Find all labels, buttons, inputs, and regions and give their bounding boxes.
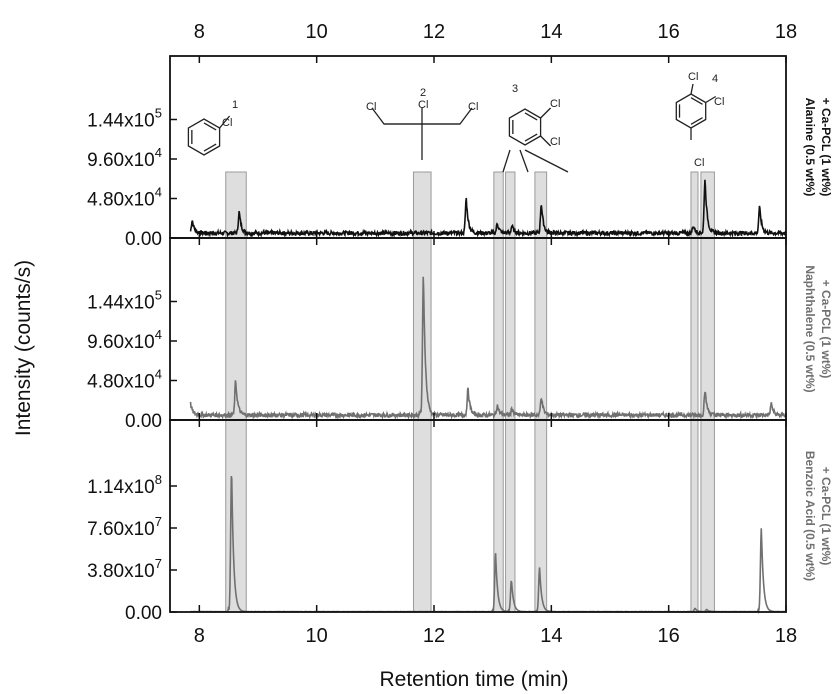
- x-tick-label-bottom: 10: [306, 625, 328, 647]
- connector-line: [519, 149, 529, 173]
- compound-2-number: 2: [420, 87, 426, 99]
- y-tick-exponent: 7: [155, 556, 162, 571]
- y-tick-mantissa: 4.80x10: [87, 190, 155, 211]
- x-tick-label-bottom: 16: [658, 625, 680, 647]
- y-tick-exponent: 8: [155, 472, 162, 487]
- compound-3-number: 3: [512, 83, 518, 95]
- panel-side-label-line: Benzoic Acid (0.5 wt%): [803, 451, 817, 581]
- double-bond: [203, 122, 217, 131]
- y-tick-mantissa: 0.00: [125, 229, 162, 250]
- y-tick-mantissa: 1.44x10: [87, 293, 155, 314]
- compound-2-cl-label: Cl: [366, 101, 376, 113]
- y-tick-exponent: 5: [155, 288, 162, 303]
- y-tick-label: 4.80x104: [87, 185, 162, 211]
- c-cl-bond: [540, 107, 552, 119]
- y-axis-ticks: 0.004.80x1049.60x1041.44x1050.004.80x104…: [87, 106, 177, 624]
- panel-side-label-line: + Ca-PCL (1 wt%): [819, 98, 833, 197]
- compound-4-cl-label: Cl: [688, 71, 698, 83]
- x-tick-label-bottom: 12: [423, 625, 445, 647]
- double-bond: [203, 143, 217, 152]
- y-tick-label: 7.60x107: [87, 514, 162, 540]
- benzene-ring: [508, 108, 542, 146]
- panel-side-label-line: Alanine (0.5 wt%): [803, 98, 817, 197]
- y-tick-exponent: 4: [155, 185, 162, 200]
- x-tick-label-top: 18: [775, 21, 797, 43]
- chromatogram-trace-2: [189, 276, 787, 421]
- y-tick-exponent: 5: [155, 106, 162, 121]
- y-tick-label: 1.44x105: [87, 106, 162, 132]
- compound-4-structure: [675, 93, 707, 129]
- y-tick-mantissa: 3.80x10: [87, 561, 155, 582]
- y-tick-mantissa: 4.80x10: [87, 372, 155, 393]
- connector-line: [502, 149, 511, 173]
- double-bond: [690, 117, 703, 125]
- x-tick-label-top: 10: [306, 21, 328, 43]
- panel-side-label-line: + Ca-PCL (1 wt%): [819, 467, 833, 566]
- y-tick-label: 0.00: [125, 603, 162, 624]
- y-tick-exponent: 4: [155, 367, 162, 382]
- x-tick-label-top: 8: [194, 21, 205, 43]
- x-tick-label-top: 14: [540, 21, 562, 43]
- y-tick-label: 1.14x108: [87, 472, 162, 498]
- compound-4-cl-label: Cl: [694, 157, 704, 169]
- compound-1-structure: [187, 118, 221, 156]
- compound-1-number: 1: [232, 99, 238, 111]
- x-tick-label-bottom: 18: [775, 625, 797, 647]
- compound-2-structure: [371, 107, 473, 160]
- x-tick-label-bottom: 8: [194, 625, 205, 647]
- y-tick-mantissa: 9.60x10: [87, 150, 155, 171]
- y-tick-mantissa: 1.44x10: [87, 111, 155, 132]
- compound-3-cl-label: Cl: [550, 136, 560, 148]
- y-tick-exponent: 4: [155, 145, 162, 160]
- y-tick-mantissa: 0.00: [125, 411, 162, 432]
- c-cl-bond: [690, 83, 694, 95]
- connector-line: [524, 149, 569, 173]
- chromatogram-trace-1: [189, 179, 787, 239]
- compound-4-cl-label: Cl: [714, 96, 724, 108]
- double-bond: [524, 133, 538, 142]
- y-tick-label: 4.80x104: [87, 367, 162, 393]
- x-axis-title: Retention time (min): [379, 668, 568, 691]
- compound-2-cl-label: Cl: [418, 99, 428, 111]
- compound-1-cl-label: Cl: [222, 117, 232, 129]
- y-tick-label: 0.00: [125, 411, 162, 432]
- y-tick-mantissa: 9.60x10: [87, 332, 155, 353]
- y-tick-label: 1.44x105: [87, 288, 162, 314]
- y-tick-label: 0.00: [125, 229, 162, 250]
- y-tick-exponent: 7: [155, 514, 162, 529]
- y-tick-mantissa: 0.00: [125, 603, 162, 624]
- c-cl-bond: [705, 95, 717, 104]
- x-tick-label-top: 12: [423, 21, 445, 43]
- x-tick-label-top: 16: [658, 21, 680, 43]
- double-bond: [690, 97, 703, 105]
- c-cl-bond: [219, 115, 231, 129]
- axes-frames: [169, 55, 787, 613]
- panel-side-label-line: + Ca-PCL (1 wt%): [819, 280, 833, 379]
- compound-3-cl-label: Cl: [550, 98, 560, 110]
- panel-frame-3: [169, 419, 787, 613]
- y-tick-label: 3.80x107: [87, 556, 162, 582]
- benzene-ring: [187, 118, 221, 156]
- y-tick-mantissa: 1.14x10: [87, 477, 155, 498]
- compound-4-number: 4: [712, 73, 718, 85]
- c-cl-bond: [540, 135, 552, 147]
- y-tick-label: 9.60x104: [87, 327, 162, 353]
- y-axis-title: Intensity (counts/s): [12, 260, 35, 436]
- x-tick-label-bottom: 14: [540, 625, 562, 647]
- double-bond: [524, 112, 538, 121]
- panel-side-label-line: Naphthalene (0.5 wt%): [803, 265, 817, 392]
- y-tick-mantissa: 7.60x10: [87, 519, 155, 540]
- compound-2-cl-label: Cl: [468, 101, 478, 113]
- benzene-ring: [675, 93, 707, 129]
- y-tick-label: 9.60x104: [87, 145, 162, 171]
- y-tick-exponent: 4: [155, 327, 162, 342]
- compound-3-structure: [508, 108, 542, 146]
- panel-side-labels: Alanine (0.5 wt%) + Ca-PCL (1 wt%)Naphtha…: [803, 98, 833, 582]
